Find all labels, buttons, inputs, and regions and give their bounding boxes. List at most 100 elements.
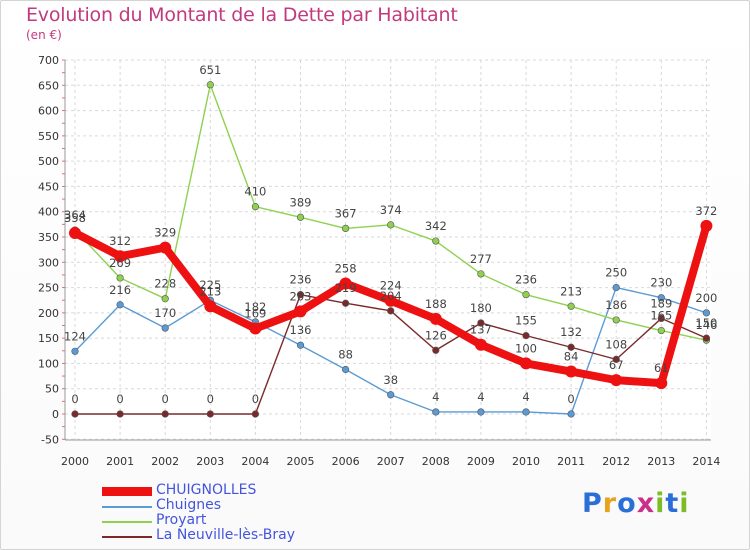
data-point <box>522 408 530 416</box>
logo-letter: r <box>602 488 618 519</box>
data-label: 180 <box>470 301 492 315</box>
legend-label: Proyart <box>156 512 207 528</box>
data-label: 204 <box>380 289 402 303</box>
y-tick-label: 400 <box>38 206 59 219</box>
data-point <box>204 300 217 313</box>
y-tick-label: 600 <box>38 105 59 118</box>
y-tick-label: 150 <box>38 332 59 345</box>
data-label: 4 <box>477 390 484 404</box>
data-point <box>477 319 485 327</box>
data-label: 4 <box>432 390 439 404</box>
data-point <box>161 324 169 332</box>
data-label: 225 <box>199 278 221 292</box>
y-tick-label: 650 <box>38 79 59 92</box>
data-label: 88 <box>338 347 353 361</box>
y-tick-label: 0 <box>52 408 59 421</box>
y-tick-label: 500 <box>38 155 59 168</box>
data-point <box>71 410 79 418</box>
data-point <box>342 365 350 374</box>
data-point <box>432 237 440 245</box>
data-label: 186 <box>605 298 627 312</box>
data-point <box>116 301 124 309</box>
data-label: 358 <box>64 211 86 225</box>
data-point <box>612 283 620 292</box>
data-point <box>387 391 395 399</box>
data-label: 150 <box>695 316 717 330</box>
logo-letter: i <box>655 488 666 519</box>
data-point <box>296 341 305 349</box>
data-label: 367 <box>335 206 357 220</box>
data-label: 230 <box>650 276 672 290</box>
y-tick-label: -50 <box>41 433 59 446</box>
data-point <box>342 224 350 233</box>
x-tick-label: 2010 <box>512 455 540 468</box>
data-label: 189 <box>650 296 672 310</box>
legend-swatch <box>102 506 152 508</box>
data-label: 374 <box>380 203 402 217</box>
data-label: 155 <box>515 314 537 328</box>
data-label: 61 <box>654 361 669 375</box>
data-point <box>522 291 530 299</box>
data-label: 203 <box>290 289 312 303</box>
data-point <box>161 295 169 303</box>
logo-letter: P <box>582 488 603 519</box>
data-label: 236 <box>515 273 537 287</box>
logo-letter: o <box>617 488 637 519</box>
data-label: 312 <box>109 234 131 248</box>
y-tick-label: 250 <box>38 282 59 295</box>
legend-swatch <box>102 521 152 523</box>
data-label: 0 <box>71 392 78 406</box>
data-point <box>116 274 124 282</box>
data-point <box>657 314 665 323</box>
data-point <box>700 219 713 232</box>
legend-swatch <box>102 536 152 538</box>
data-point <box>432 408 440 416</box>
x-tick-label: 2012 <box>602 455 630 468</box>
data-point <box>69 226 81 239</box>
data-label: 364 <box>64 208 86 222</box>
data-point <box>161 410 169 418</box>
data-label: 137 <box>470 323 492 337</box>
data-label: 0 <box>162 392 169 406</box>
data-label: 329 <box>154 226 176 240</box>
x-tick-label: 2011 <box>557 455 585 468</box>
data-label: 0 <box>252 392 259 406</box>
y-tick-label: 450 <box>38 180 59 193</box>
data-label: 200 <box>695 291 717 305</box>
data-label: 219 <box>335 281 357 295</box>
data-label: 136 <box>290 323 312 337</box>
data-point <box>387 221 395 229</box>
data-label: 0 <box>207 392 214 406</box>
data-label: 0 <box>567 392 574 406</box>
data-label: 188 <box>425 297 447 311</box>
y-tick-label: 550 <box>38 130 59 143</box>
data-point <box>206 81 214 89</box>
data-label: 269 <box>109 256 131 270</box>
data-label: 410 <box>244 185 266 199</box>
data-point <box>657 294 665 302</box>
y-tick-label: 700 <box>38 54 59 67</box>
data-label: 213 <box>560 284 582 298</box>
data-point <box>610 374 623 387</box>
x-tick-label: 2002 <box>151 455 179 468</box>
legend-swatch <box>102 487 152 496</box>
data-label: 126 <box>425 328 447 342</box>
data-point <box>477 408 485 416</box>
data-point <box>612 316 620 324</box>
data-label: 169 <box>244 307 266 321</box>
data-label: 124 <box>64 329 86 343</box>
data-point <box>520 357 532 370</box>
data-point <box>342 299 350 307</box>
data-point <box>116 410 124 418</box>
data-point <box>251 410 259 418</box>
y-tick-label: 100 <box>38 357 59 370</box>
data-label: 372 <box>695 204 717 218</box>
data-point <box>251 203 259 211</box>
data-point <box>159 241 172 254</box>
data-point <box>387 307 395 315</box>
data-point <box>702 334 711 342</box>
data-label: 213 <box>199 284 221 298</box>
data-point <box>296 213 305 221</box>
chart-title: Evolution du Montant de la Dette par Hab… <box>26 4 458 26</box>
